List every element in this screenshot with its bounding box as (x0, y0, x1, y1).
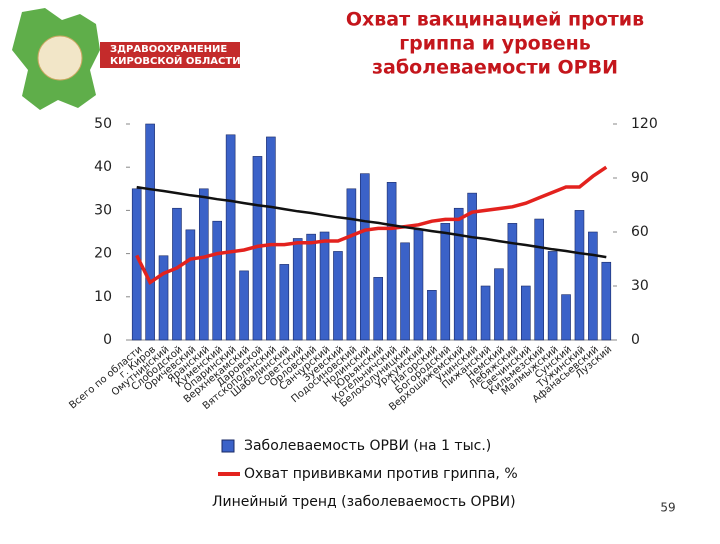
bar (225, 134, 236, 341)
bar (588, 231, 598, 341)
legend-label: Охват прививками против гриппа, % (244, 466, 518, 482)
logo-emblem (37, 35, 83, 81)
bar (427, 290, 437, 341)
chart-title: гриппа и уровень (399, 33, 591, 55)
logo: ЗДРАВООХРАНЕНИЕ КИРОВСКОЙ ОБЛАСТИ (12, 8, 241, 110)
page-number: 59 (660, 501, 675, 515)
y2-tick-label: 60 (631, 224, 649, 240)
bar (507, 223, 518, 341)
bar (440, 223, 451, 341)
bar (185, 229, 196, 341)
y2-tick-label: 30 (631, 278, 649, 294)
y2-tick-label: 0 (631, 332, 640, 348)
y-tick-label: 50 (94, 116, 112, 132)
bar (494, 268, 504, 341)
bar (373, 277, 384, 341)
logo-text: ЗДРАВООХРАНЕНИЕ (110, 44, 227, 55)
legend-label: Линейный тренд (заболеваемость ОРВИ) (212, 494, 516, 510)
bar (359, 173, 370, 341)
y2-tick-label: 120 (631, 116, 658, 132)
bar (145, 123, 155, 341)
bar (292, 238, 303, 341)
y-tick-label: 30 (94, 202, 112, 218)
bar (212, 220, 223, 341)
line (135, 165, 608, 285)
bar (561, 294, 571, 341)
bar (400, 242, 410, 341)
legend-label: Заболеваемость ОРВИ (на 1 тыс.) (244, 438, 491, 454)
bar (413, 229, 424, 341)
bar (453, 207, 464, 341)
chart-title: Охват вакцинацией против (346, 9, 644, 31)
legend-swatch (221, 439, 235, 453)
bar (467, 192, 477, 341)
trend-line (136, 185, 607, 259)
logo-band (100, 42, 240, 68)
bar (158, 255, 169, 341)
bar (333, 251, 343, 341)
y-tick-label: 0 (103, 332, 112, 348)
y-tick-label: 40 (94, 159, 112, 175)
logo-text: КИРОВСКОЙ ОБЛАСТИ (110, 54, 241, 67)
bar (198, 188, 209, 341)
bar (574, 210, 585, 341)
chart-title: заболеваемости ОРВИ (372, 57, 618, 79)
bar (319, 231, 330, 341)
y-tick-label: 10 (94, 289, 112, 305)
bar (386, 182, 397, 341)
bar (547, 251, 558, 341)
bar (266, 136, 276, 341)
y2-tick-label: 90 (631, 170, 649, 186)
bar (172, 207, 182, 341)
bar (520, 285, 531, 341)
bar (239, 270, 249, 341)
bar (601, 261, 612, 341)
y-tick-label: 20 (94, 246, 112, 262)
bar (480, 285, 491, 341)
bar (306, 233, 316, 341)
bar (279, 264, 290, 341)
bar (346, 188, 357, 341)
bar (534, 218, 545, 341)
